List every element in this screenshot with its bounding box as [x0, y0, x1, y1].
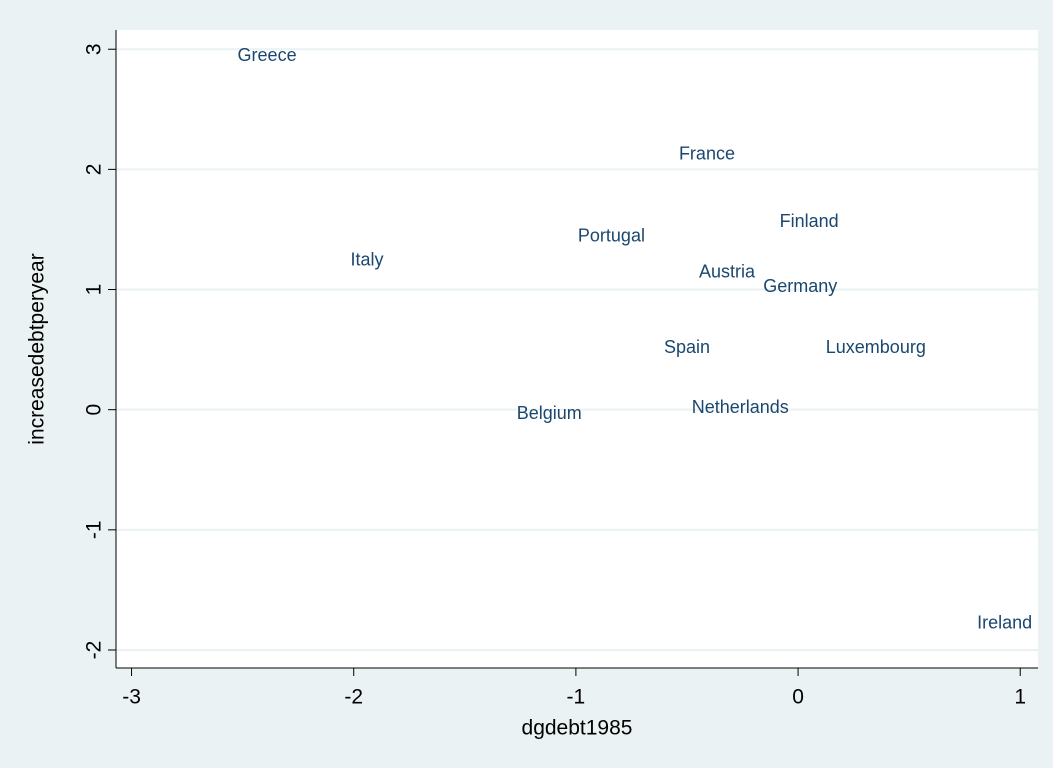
- y-tick-label: -2: [83, 641, 106, 660]
- x-tick-label: 1: [1014, 686, 1026, 709]
- point-label: Finland: [780, 211, 839, 231]
- x-tick-label: -1: [567, 686, 586, 709]
- point-label: Ireland: [977, 612, 1032, 632]
- y-tick-label: 3: [83, 43, 106, 55]
- y-tick-label: 1: [83, 284, 106, 296]
- point-label: Luxembourg: [826, 337, 926, 357]
- x-tick-label: -3: [122, 686, 141, 709]
- point-label: Italy: [351, 249, 384, 269]
- y-tick-label: -1: [83, 520, 106, 539]
- point-label: Spain: [664, 337, 710, 357]
- y-tick-label: 2: [83, 164, 106, 176]
- point-label: France: [679, 144, 735, 164]
- point-label: Belgium: [517, 403, 582, 423]
- point-label: Netherlands: [692, 397, 789, 417]
- x-axis-title: dgdebt1985: [522, 717, 633, 740]
- x-tick-label: -2: [344, 686, 363, 709]
- x-tick-label: 0: [792, 686, 804, 709]
- point-label: Germany: [763, 276, 837, 296]
- y-tick-label: 0: [83, 404, 106, 416]
- point-label: Greece: [238, 45, 297, 65]
- y-axis-title: increasedebtperyear: [26, 253, 49, 444]
- point-label: Portugal: [578, 225, 645, 245]
- plot-area: [116, 30, 1038, 668]
- point-label: Austria: [699, 261, 756, 281]
